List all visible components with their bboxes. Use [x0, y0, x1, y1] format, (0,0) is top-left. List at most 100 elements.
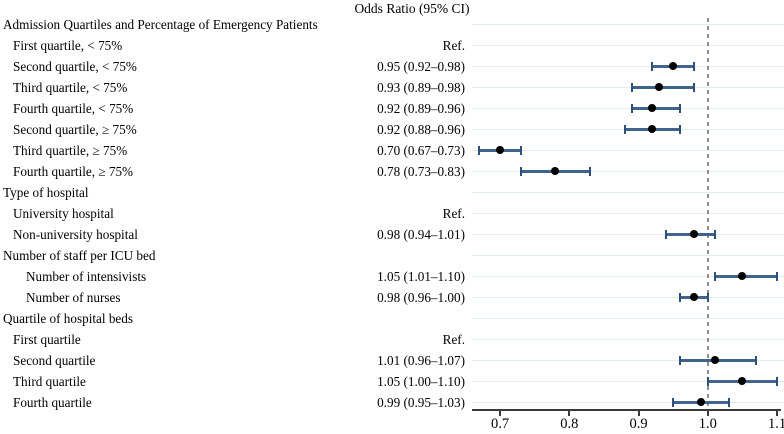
point-estimate-marker — [655, 83, 664, 91]
row-gridline — [472, 338, 784, 340]
ci-cap-left — [630, 82, 633, 92]
point-estimate-marker — [551, 167, 560, 175]
or-value: Ref. — [442, 37, 465, 53]
point-estimate-marker — [738, 272, 747, 280]
row-label: Second quartile — [13, 352, 96, 368]
row-gridline — [472, 296, 784, 298]
forest-row: Quartile of hospital beds — [0, 308, 784, 329]
or-value: 0.95 (0.92–0.98) — [377, 58, 465, 74]
ci-cap-right — [706, 292, 709, 302]
ci-cap-right — [713, 229, 716, 239]
forest-row: Non-university hospital 0.98 (0.94–1.01) — [0, 224, 784, 245]
point-estimate-marker — [689, 293, 698, 301]
ci-cap-right — [589, 166, 592, 176]
ci-cap-left — [630, 103, 633, 113]
ci-cap-right — [692, 61, 695, 71]
forest-row: Number of nurses 0.98 (0.96–1.00) — [0, 287, 784, 308]
row-section-label: Quartile of hospital beds — [3, 310, 134, 326]
x-tick — [776, 411, 778, 416]
ci-cap-right — [679, 103, 682, 113]
ci-cap-left — [679, 355, 682, 365]
ci-cap-right — [519, 145, 522, 155]
row-gridline — [472, 65, 784, 67]
or-value: 0.99 (0.95–1.03) — [377, 394, 465, 410]
forest-row: Third quartile, ≥ 75% 0.70 (0.67–0.73) — [0, 140, 784, 161]
row-gridline — [472, 107, 784, 109]
x-tick-label: 0.8 — [560, 416, 579, 432]
or-value: 0.92 (0.89–0.96) — [377, 100, 465, 116]
x-tick-label: 0.9 — [629, 416, 648, 432]
forest-row: Second quartile, ≥ 75% 0.92 (0.88–0.96) — [0, 119, 784, 140]
row-section-label: Admission Quartiles and Percentage of Em… — [3, 16, 318, 32]
row-label: Number of nurses — [26, 289, 121, 305]
row-gridline — [472, 254, 784, 256]
ci-cap-left — [478, 145, 481, 155]
ci-cap-left — [519, 166, 522, 176]
or-value: 0.98 (0.94–1.01) — [377, 226, 465, 242]
reference-line — [706, 18, 709, 409]
ci-cap-right — [755, 355, 758, 365]
forest-row: Second quartile 1.01 (0.96–1.07) — [0, 350, 784, 371]
or-value: 1.05 (1.00–1.10) — [377, 373, 465, 389]
x-tick-label: 0.7 — [490, 416, 510, 432]
point-estimate-marker — [496, 146, 504, 154]
row-label: Fourth quartile, ≥ 75% — [13, 163, 134, 179]
row-label: Fourth quartile — [13, 394, 92, 410]
point-estimate-marker — [710, 356, 719, 364]
row-label: First quartile — [13, 331, 81, 347]
point-estimate-marker — [696, 398, 705, 406]
or-value: 0.78 (0.73–0.83) — [377, 163, 465, 179]
point-estimate-marker — [648, 125, 657, 133]
ci-cap-left — [706, 376, 709, 386]
or-value: 0.93 (0.89–0.98) — [377, 79, 465, 95]
row-gridline — [472, 44, 784, 46]
ci-cap-left — [651, 61, 654, 71]
forest-row: Fourth quartile, ≥ 75% 0.78 (0.73–0.83) — [0, 161, 784, 182]
x-tick — [568, 411, 571, 416]
ci-cap-right — [776, 271, 778, 281]
row-label: University hospital — [13, 205, 114, 221]
row-section-label: Type of hospital — [3, 184, 89, 200]
or-value: 0.70 (0.67–0.73) — [377, 142, 465, 158]
row-gridline — [472, 359, 784, 361]
or-value: 1.01 (0.96–1.07) — [377, 352, 465, 368]
point-estimate-marker — [738, 377, 747, 385]
row-gridline — [472, 380, 784, 382]
forest-row: Fourth quartile 0.99 (0.95–1.03) — [0, 392, 784, 413]
ci-cap-right — [692, 82, 695, 92]
row-label: First quartile, < 75% — [13, 37, 123, 53]
x-tick — [499, 411, 501, 416]
point-estimate-marker — [689, 230, 698, 238]
or-value: 1.05 (1.01–1.10) — [377, 268, 465, 284]
ci-cap-right — [679, 124, 682, 134]
or-column-header: Odds Ratio (95% CI) — [354, 1, 470, 16]
forest-row: Number of staff per ICU bed — [0, 245, 784, 266]
row-gridline — [472, 317, 784, 319]
ci-cap-left — [713, 271, 716, 281]
forest-row: Second quartile, < 75% 0.95 (0.92–0.98) — [0, 56, 784, 77]
row-label: Fourth quartile, < 75% — [13, 100, 134, 116]
row-gridline — [472, 233, 784, 235]
or-value: Ref. — [442, 331, 465, 347]
row-gridline — [472, 23, 784, 25]
row-label: Second quartile, ≥ 75% — [13, 121, 137, 137]
row-gridline — [472, 149, 784, 151]
ci-cap-right — [727, 397, 730, 407]
ci-cap-left — [672, 397, 675, 407]
ci-cap-left — [623, 124, 626, 134]
ci-cap-right — [776, 376, 778, 386]
row-label: Third quartile, < 75% — [13, 79, 128, 95]
row-label: Number of intensivists — [26, 268, 147, 284]
row-gridline — [472, 401, 784, 403]
row-gridline — [472, 86, 784, 88]
forest-row: First quartile, < 75% Ref. — [0, 35, 784, 56]
forest-row: Third quartile, < 75% 0.93 (0.89–0.98) — [0, 77, 784, 98]
forest-row: University hospital Ref. — [0, 203, 784, 224]
forest-row: Number of intensivists 1.05 (1.01–1.10) — [0, 266, 784, 287]
x-tick — [706, 411, 709, 416]
row-label: Second quartile, < 75% — [13, 58, 137, 74]
row-gridline — [472, 191, 784, 193]
forest-row: First quartile Ref. — [0, 329, 784, 350]
point-estimate-marker — [669, 62, 678, 70]
ci-cap-left — [665, 229, 668, 239]
